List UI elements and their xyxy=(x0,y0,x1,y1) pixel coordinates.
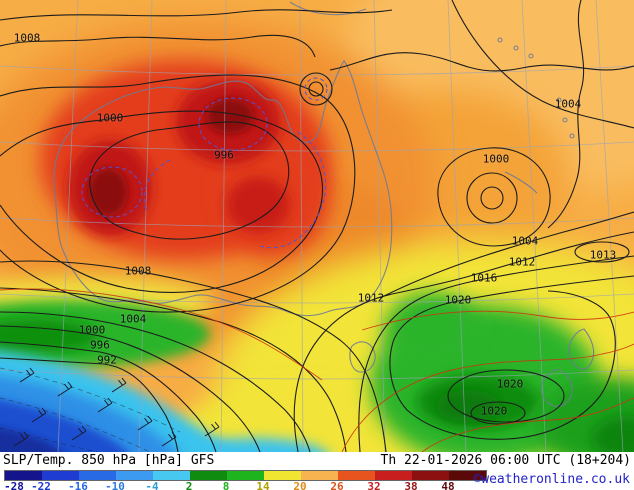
colorbar-tick: 2 xyxy=(185,480,193,490)
colorbar-tick: 14 xyxy=(256,480,270,490)
colorbar-tick: -22 xyxy=(31,480,51,490)
colorbar-segment xyxy=(116,471,153,480)
weather-map-svg xyxy=(0,0,634,452)
colorbar-tick: -4 xyxy=(145,480,159,490)
colorbar-tick: 8 xyxy=(222,480,230,490)
temperature-fill-layer xyxy=(0,0,634,452)
dashed-contour-layer xyxy=(81,77,328,249)
isobar-layer xyxy=(0,0,634,452)
colorbar-tick: -16 xyxy=(68,480,88,490)
colorbar-tick: 32 xyxy=(367,480,381,490)
colorbar-segment xyxy=(264,471,301,480)
colorbar-segment xyxy=(5,471,42,480)
colorbar-segment xyxy=(375,471,412,480)
footer-title-row: SLP/Temp. 850 hPa [hPa] GFS Th 22-01-202… xyxy=(3,453,631,468)
colorbar-tick: 26 xyxy=(330,480,344,490)
colorbar-tick: 20 xyxy=(293,480,307,490)
coastline-layer xyxy=(53,1,595,407)
isotherm-layer xyxy=(0,288,634,452)
colorbar-segment xyxy=(338,471,375,480)
temperature-colorbar xyxy=(4,470,487,481)
colorbar-segment xyxy=(153,471,190,480)
colorbar-segment xyxy=(42,471,79,480)
colorbar-segment xyxy=(190,471,227,480)
colorbar-segment xyxy=(79,471,116,480)
valid-datetime: Th 22-01-2026 06:00 UTC (18+204) xyxy=(380,453,631,468)
colorbar-segment xyxy=(412,471,449,480)
colorbar-segment xyxy=(301,471,338,480)
footer-legend-row: -28 -22 -16 -10 -4 2 8 14 20 26 32 38 48 ©weatheronl… xyxy=(3,469,631,490)
footer: SLP/Temp. 850 hPa [hPa] GFS Th 22-01-202… xyxy=(0,452,634,490)
colorbar-tick: -10 xyxy=(105,480,125,490)
copyright-link[interactable]: ©weatheronline.co.uk xyxy=(473,472,630,487)
colorbar-tick: 48 xyxy=(441,480,455,490)
map-area: 1008 1000 996 1004 1000 1004 1012 1013 1016 1020 1… xyxy=(0,0,634,452)
colorbar-tick: -28 xyxy=(4,480,24,490)
colorbar-segment xyxy=(227,471,264,480)
colorbar-ticks: -28 -22 -16 -10 -4 2 8 14 20 26 32 38 48 xyxy=(4,481,485,490)
streamline-layer xyxy=(0,367,181,452)
chart-title: SLP/Temp. 850 hPa [hPa] GFS xyxy=(3,453,215,468)
colorbar-segment xyxy=(449,471,486,480)
colorbar-tick: 38 xyxy=(404,480,418,490)
